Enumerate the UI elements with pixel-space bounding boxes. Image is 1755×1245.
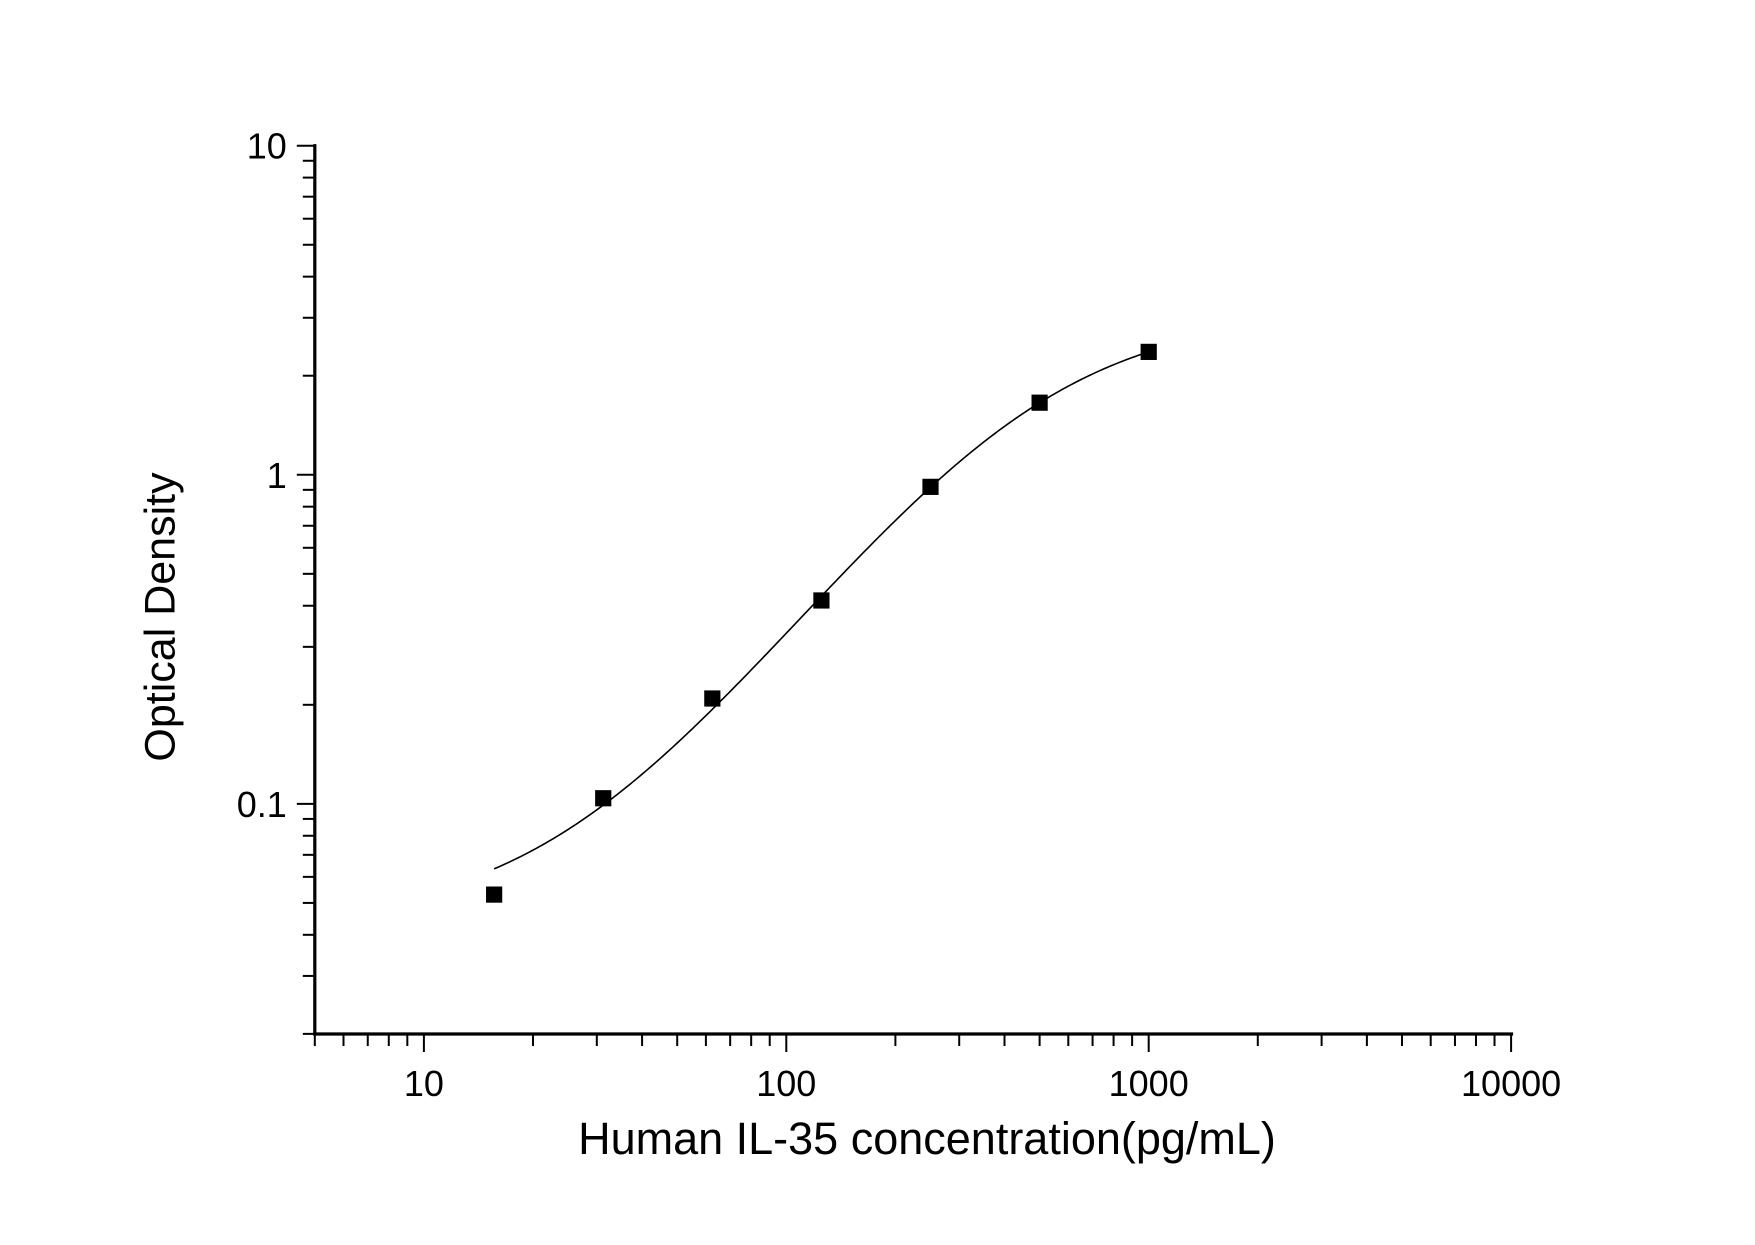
svg-text:100: 100	[756, 1063, 816, 1104]
svg-text:10: 10	[404, 1063, 444, 1104]
svg-text:1000: 1000	[1109, 1063, 1189, 1104]
svg-text:1: 1	[267, 455, 287, 496]
svg-text:0.1: 0.1	[237, 784, 287, 825]
svg-text:10: 10	[247, 126, 287, 167]
svg-text:10000: 10000	[1461, 1063, 1561, 1104]
